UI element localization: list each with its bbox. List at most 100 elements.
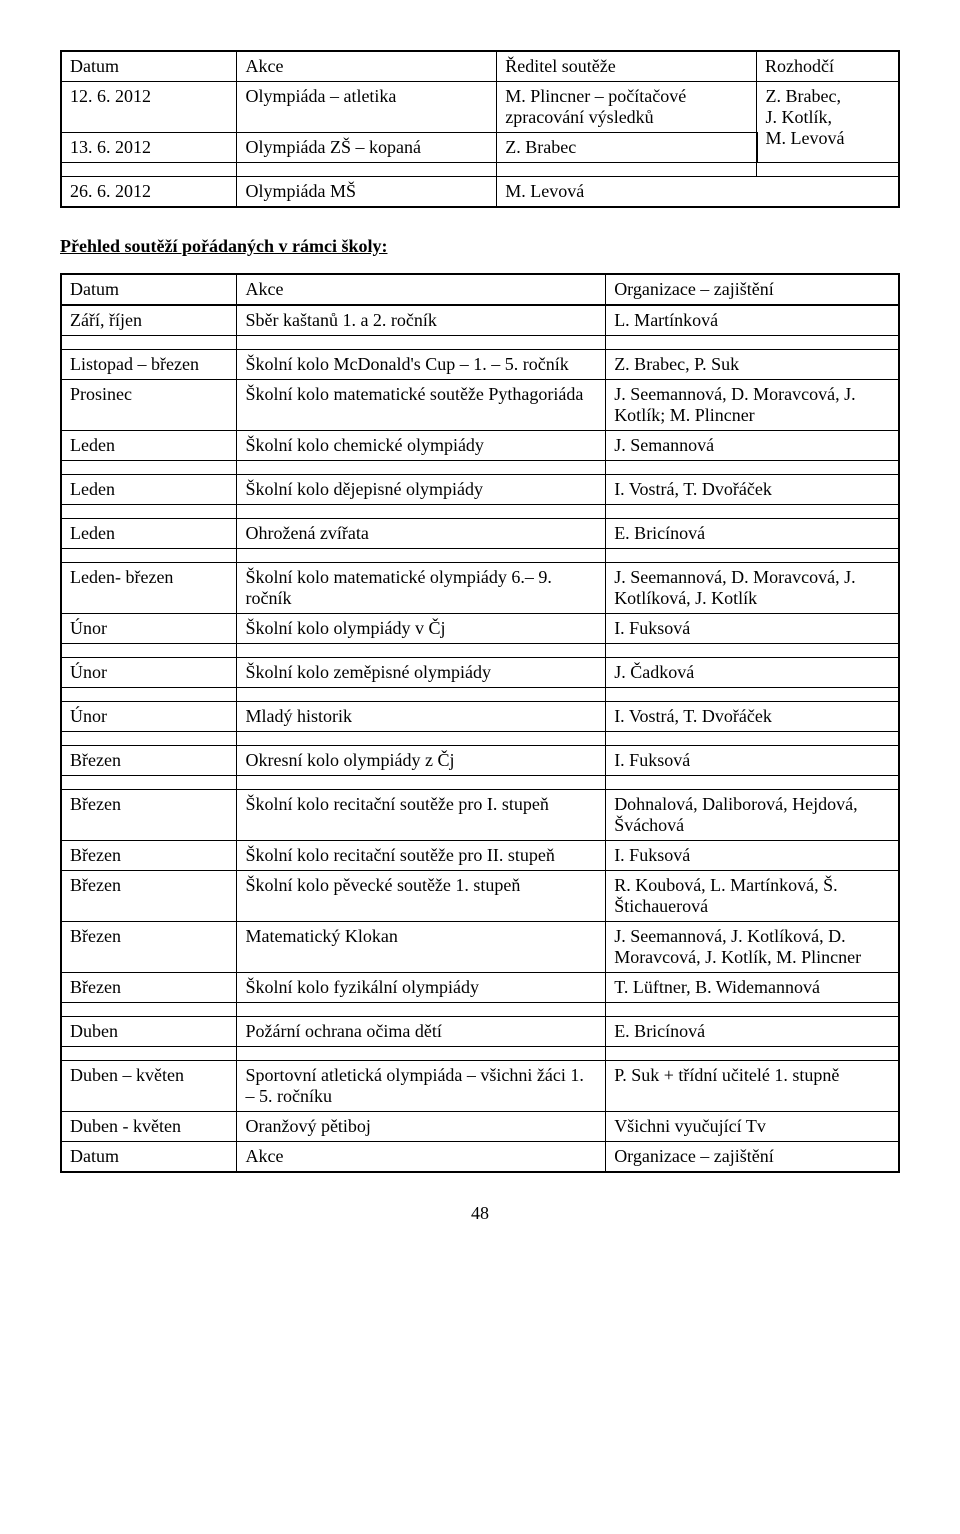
cell-org: J. Semannová <box>606 431 899 461</box>
table-row: Datum Akce Ředitel soutěže Rozhodčí <box>61 51 899 82</box>
cell-org: J. Seemannová, D. Moravcová, J. Kotlík; … <box>606 380 899 431</box>
table-row: ProsinecŠkolní kolo matematické soutěže … <box>61 380 899 431</box>
cell-org: J. Seemannová, D. Moravcová, J. Kotlíkov… <box>606 563 899 614</box>
cell-date: Březen <box>61 922 237 973</box>
cell-action: Školní kolo McDonald's Cup – 1. – 5. roč… <box>237 350 606 380</box>
cell-date: Leden- březen <box>61 563 237 614</box>
table-row: Září, říjenSběr kaštanů 1. a 2. ročníkL.… <box>61 305 899 336</box>
cell-date: Prosinec <box>61 380 237 431</box>
table-row <box>61 688 899 702</box>
cell-action: Oranžový pětiboj <box>237 1112 606 1142</box>
cell-director: Z. Brabec <box>497 133 757 163</box>
cell-date: Březen <box>61 841 237 871</box>
cell-action: Školní kolo zeměpisné olympiády <box>237 658 606 688</box>
table-row: BřezenŠkolní kolo pěvecké soutěže 1. stu… <box>61 871 899 922</box>
table-row: ÚnorŠkolní kolo zeměpisné olympiádyJ. Ča… <box>61 658 899 688</box>
cell-date: Září, říjen <box>61 305 237 336</box>
cell-date: 26. 6. 2012 <box>61 177 237 208</box>
header-org: Organizace – zajištění <box>606 274 899 305</box>
table-row: BřezenMatematický KlokanJ. Seemannová, J… <box>61 922 899 973</box>
cell-org: I. Fuksová <box>606 841 899 871</box>
cell-date: Leden <box>61 519 237 549</box>
header-datum: Datum <box>61 51 237 82</box>
table-1: Datum Akce Ředitel soutěže Rozhodčí 12. … <box>60 50 900 208</box>
cell-date: Duben – květen <box>61 1061 237 1112</box>
cell-org: J. Seemannová, J. Kotlíková, D. Moravcov… <box>606 922 899 973</box>
cell-date: Duben <box>61 1017 237 1047</box>
cell-date: Březen <box>61 746 237 776</box>
cell-org: Z. Brabec, P. Suk <box>606 350 899 380</box>
cell-action: Školní kolo matematické soutěže Pythagor… <box>237 380 606 431</box>
cell-date: Březen <box>61 973 237 1003</box>
table-row <box>61 644 899 658</box>
cell-date: Březen <box>61 871 237 922</box>
cell-action: Školní kolo matematické olympiády 6.– 9.… <box>237 563 606 614</box>
table-row: LedenŠkolní kolo chemické olympiádyJ. Se… <box>61 431 899 461</box>
header-akce: Akce <box>237 51 497 82</box>
table-row: BřezenŠkolní kolo recitační soutěže pro … <box>61 790 899 841</box>
table-row: 26. 6. 2012 Olympiáda MŠ M. Levová <box>61 177 899 208</box>
cell-action: Požární ochrana očima dětí <box>237 1017 606 1047</box>
section-title: Přehled soutěží pořádaných v rámci školy… <box>60 236 900 257</box>
cell-action: Matematický Klokan <box>237 922 606 973</box>
cell-referee: Z. Brabec, J. Kotlík, M. Levová <box>757 82 900 163</box>
cell-action: Školní kolo fyzikální olympiády <box>237 973 606 1003</box>
cell-action: Školní kolo recitační soutěže pro I. stu… <box>237 790 606 841</box>
cell-date: Leden <box>61 475 237 505</box>
table-row: BřezenŠkolní kolo recitační soutěže pro … <box>61 841 899 871</box>
cell-org: Organizace – zajištění <box>606 1142 899 1173</box>
cell-org: I. Fuksová <box>606 746 899 776</box>
table-row: Listopad – březenŠkolní kolo McDonald's … <box>61 350 899 380</box>
cell-action: Akce <box>237 1142 606 1173</box>
table-row: Duben - květenOranžový pětibojVšichni vy… <box>61 1112 899 1142</box>
cell-org: Dohnalová, Daliborová, Hejdová, Šváchová <box>606 790 899 841</box>
cell-date: Datum <box>61 1142 237 1173</box>
cell-org: E. Bricínová <box>606 519 899 549</box>
table-row <box>61 461 899 475</box>
table-2: Datum Akce Organizace – zajištění Září, … <box>60 273 900 1173</box>
table-row: Datum Akce Organizace – zajištění <box>61 274 899 305</box>
cell-org: P. Suk + třídní učitelé 1. stupně <box>606 1061 899 1112</box>
table-row: LedenOhrožená zvířataE. Bricínová <box>61 519 899 549</box>
table-row: DubenPožární ochrana očima dětíE. Bricín… <box>61 1017 899 1047</box>
table-row <box>61 1003 899 1017</box>
table-row: Duben – květenSportovní atletická olympi… <box>61 1061 899 1112</box>
page-number: 48 <box>60 1203 900 1224</box>
cell-action: Olympiáda MŠ <box>237 177 497 208</box>
table-row: 12. 6. 2012 Olympiáda – atletika M. Plin… <box>61 82 899 133</box>
cell-action: Sběr kaštanů 1. a 2. ročník <box>237 305 606 336</box>
cell-date: Březen <box>61 790 237 841</box>
table-row: Leden- březenŠkolní kolo matematické oly… <box>61 563 899 614</box>
cell-director: M. Plincner – počítačové zpracování výsl… <box>497 82 757 133</box>
header-rozhodci: Rozhodčí <box>757 51 900 82</box>
cell-action: Školní kolo recitační soutěže pro II. st… <box>237 841 606 871</box>
cell-action: Sportovní atletická olympiáda – všichni … <box>237 1061 606 1112</box>
header-akce: Akce <box>237 274 606 305</box>
table-row <box>61 776 899 790</box>
table-row <box>61 549 899 563</box>
cell-director: M. Levová <box>497 177 899 208</box>
cell-date: 12. 6. 2012 <box>61 82 237 133</box>
table-row: ÚnorMladý historikI. Vostrá, T. Dvořáček <box>61 702 899 732</box>
cell-org: E. Bricínová <box>606 1017 899 1047</box>
table-row: ÚnorŠkolní kolo olympiády v ČjI. Fuksová <box>61 614 899 644</box>
table-row <box>61 336 899 350</box>
cell-date: Listopad – březen <box>61 350 237 380</box>
cell-action: Olympiáda – atletika <box>237 82 497 133</box>
cell-date: Duben - květen <box>61 1112 237 1142</box>
cell-date: Leden <box>61 431 237 461</box>
cell-org: I. Vostrá, T. Dvořáček <box>606 702 899 732</box>
table-row: BřezenŠkolní kolo fyzikální olympiádyT. … <box>61 973 899 1003</box>
cell-action: Mladý historik <box>237 702 606 732</box>
table-row <box>61 163 899 177</box>
table-row: LedenŠkolní kolo dějepisné olympiádyI. V… <box>61 475 899 505</box>
cell-action: Školní kolo pěvecké soutěže 1. stupeň <box>237 871 606 922</box>
cell-org: T. Lüftner, B. Widemannová <box>606 973 899 1003</box>
cell-action: Okresní kolo olympiády z Čj <box>237 746 606 776</box>
cell-action: Školní kolo olympiády v Čj <box>237 614 606 644</box>
cell-org: L. Martínková <box>606 305 899 336</box>
cell-date: Únor <box>61 658 237 688</box>
table-row: BřezenOkresní kolo olympiády z ČjI. Fuks… <box>61 746 899 776</box>
cell-org: I. Vostrá, T. Dvořáček <box>606 475 899 505</box>
header-reditel: Ředitel soutěže <box>497 51 757 82</box>
